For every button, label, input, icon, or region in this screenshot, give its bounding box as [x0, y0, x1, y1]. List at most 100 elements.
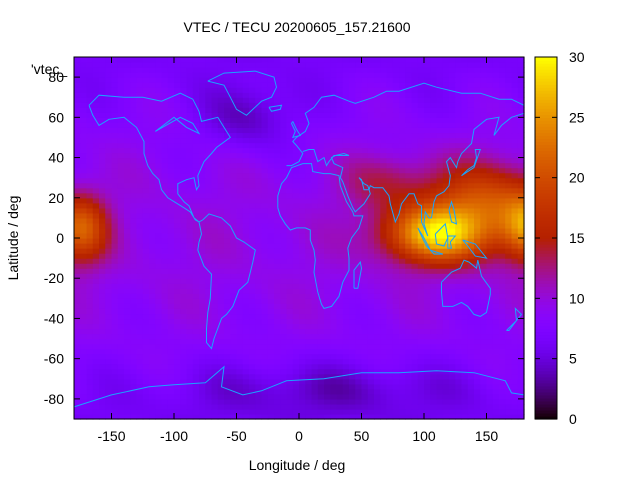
heatmap-cell	[155, 162, 163, 169]
heatmap-cell	[380, 132, 388, 139]
heatmap-cell	[511, 238, 519, 244]
heatmap-cell	[499, 378, 506, 385]
heatmap-cell	[336, 162, 344, 169]
heatmap-cell	[436, 217, 444, 224]
heatmap-cell	[286, 102, 294, 108]
heatmap-cell	[505, 333, 513, 340]
heatmap-cell	[130, 348, 138, 355]
heatmap-cell	[167, 212, 175, 219]
heatmap-cell	[380, 258, 388, 264]
heatmap-cell	[242, 92, 250, 98]
heatmap-cell	[286, 413, 294, 420]
heatmap-cell	[430, 132, 438, 139]
heatmap-cell	[205, 92, 213, 98]
heatmap-cell	[292, 313, 300, 320]
heatmap-cell	[399, 388, 406, 395]
heatmap-cell	[424, 273, 431, 279]
heatmap-cell	[199, 398, 206, 405]
heatmap-cell	[342, 142, 350, 149]
heatmap-cell	[174, 122, 181, 128]
heatmap-cell	[286, 87, 294, 93]
heatmap-cell	[342, 253, 350, 259]
heatmap-cell	[411, 172, 419, 179]
heatmap-cell	[417, 152, 425, 159]
heatmap-cell	[380, 333, 388, 340]
heatmap-cell	[324, 132, 331, 139]
heatmap-cell	[249, 283, 256, 289]
heatmap-cell	[230, 122, 238, 128]
heatmap-cell	[367, 122, 375, 128]
heatmap-cell	[249, 137, 256, 144]
heatmap-cell	[80, 232, 88, 239]
heatmap-cell	[380, 413, 388, 420]
heatmap-cell	[405, 122, 413, 128]
heatmap-cell	[436, 268, 444, 274]
heatmap-cell	[392, 227, 400, 234]
heatmap-cell	[442, 167, 450, 174]
heatmap-cell	[436, 137, 444, 144]
heatmap-cell	[411, 408, 419, 415]
heatmap-cell	[167, 323, 175, 330]
heatmap-cell	[442, 353, 450, 360]
heatmap-cell	[155, 82, 163, 88]
heatmap-cell	[255, 167, 263, 174]
heatmap-cell	[74, 353, 81, 360]
heatmap-cell	[92, 142, 100, 149]
heatmap-cell	[411, 343, 419, 350]
heatmap-cell	[92, 393, 100, 400]
heatmap-cell	[274, 127, 281, 134]
heatmap-cell	[92, 303, 100, 309]
heatmap-cell	[430, 207, 438, 214]
heatmap-cell	[417, 122, 425, 128]
heatmap-cell	[80, 308, 88, 315]
heatmap-cell	[267, 92, 275, 98]
heatmap-cell	[117, 92, 125, 98]
heatmap-cell	[130, 142, 138, 149]
heatmap-cell	[361, 112, 369, 118]
heatmap-cell	[224, 258, 231, 264]
heatmap-cell	[399, 403, 406, 410]
heatmap-cell	[355, 217, 363, 224]
heatmap-cell	[174, 393, 181, 400]
heatmap-cell	[199, 388, 206, 395]
heatmap-cell	[480, 313, 488, 320]
heatmap-cell	[405, 232, 413, 239]
heatmap-cell	[424, 107, 431, 113]
heatmap-cell	[467, 263, 475, 269]
heatmap-cell	[336, 112, 344, 118]
heatmap-cell	[124, 157, 131, 164]
heatmap-cell	[230, 258, 238, 264]
heatmap-cell	[136, 243, 144, 249]
heatmap-cell	[486, 117, 494, 123]
heatmap-cell	[455, 258, 463, 264]
heatmap-cell	[230, 107, 238, 113]
heatmap-cell	[405, 413, 413, 420]
heatmap-cell	[205, 97, 213, 103]
heatmap-cell	[342, 232, 350, 239]
heatmap-cell	[117, 87, 125, 93]
heatmap-cell	[130, 303, 138, 309]
heatmap-cell	[286, 408, 294, 415]
heatmap-cell	[174, 248, 181, 254]
heatmap-cell	[311, 207, 319, 214]
heatmap-cell	[361, 192, 369, 199]
heatmap-cell	[430, 368, 438, 375]
heatmap-cell	[124, 368, 131, 375]
heatmap-cell	[236, 67, 244, 73]
heatmap-cell	[517, 197, 525, 204]
heatmap-cell	[292, 348, 300, 355]
heatmap-cell	[349, 77, 356, 83]
heatmap-cell	[324, 177, 331, 184]
heatmap-cell	[124, 358, 131, 365]
heatmap-cell	[374, 192, 381, 199]
heatmap-cell	[417, 288, 425, 294]
heatmap-cell	[86, 177, 94, 184]
heatmap-cell	[174, 358, 181, 365]
heatmap-cell	[499, 408, 506, 415]
heatmap-cell	[74, 202, 81, 209]
heatmap-cell	[99, 283, 106, 289]
heatmap-cell	[449, 318, 456, 325]
heatmap-cell	[474, 248, 481, 254]
heatmap-cell	[417, 283, 425, 289]
heatmap-cell	[380, 293, 388, 299]
